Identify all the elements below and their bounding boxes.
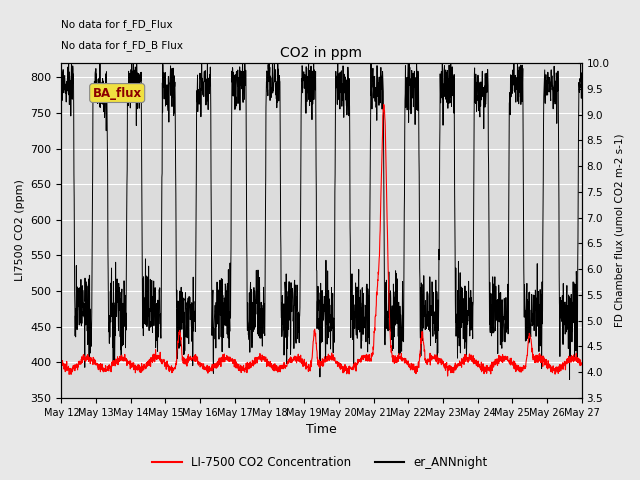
Text: BA_flux: BA_flux <box>93 86 141 99</box>
Y-axis label: FD Chamber flux (umol CO2 m-2 s-1): FD Chamber flux (umol CO2 m-2 s-1) <box>615 134 625 327</box>
Text: No data for f_FD_Flux: No data for f_FD_Flux <box>61 20 173 30</box>
Text: No data for f_FD_B Flux: No data for f_FD_B Flux <box>61 40 184 50</box>
X-axis label: Time: Time <box>306 423 337 436</box>
Y-axis label: LI7500 CO2 (ppm): LI7500 CO2 (ppm) <box>15 180 25 281</box>
Legend: LI-7500 CO2 Concentration, er_ANNnight: LI-7500 CO2 Concentration, er_ANNnight <box>147 452 493 474</box>
Title: CO2 in ppm: CO2 in ppm <box>280 47 362 60</box>
